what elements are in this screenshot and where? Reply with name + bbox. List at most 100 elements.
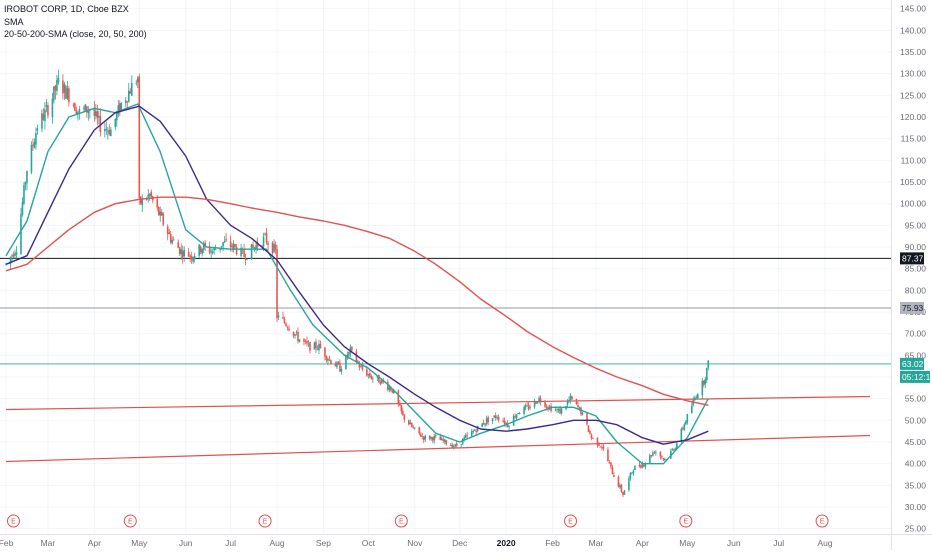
candle-body (93, 108, 96, 116)
candle-body (348, 351, 350, 356)
price-badge-label: 75.93 (902, 303, 924, 313)
candle-body (661, 456, 663, 458)
sma-line-sma-200[interactable] (5, 196, 709, 406)
candle-body (439, 436, 442, 441)
candle-body (351, 346, 353, 350)
price-badge-label: 87.37 (902, 253, 924, 263)
earnings-marker[interactable]: E (394, 514, 408, 528)
candle-body (288, 328, 290, 331)
candle-body (464, 435, 467, 438)
candle-body (536, 402, 539, 404)
candle-body (120, 102, 123, 111)
candle-body (707, 360, 710, 368)
candle-body (74, 103, 76, 111)
candle-body (379, 381, 382, 385)
candle-body (232, 243, 235, 249)
earnings-marker[interactable]: E (815, 514, 829, 528)
candle-body (512, 415, 515, 426)
candle-body (571, 396, 573, 400)
earnings-marker[interactable]: E (679, 514, 693, 528)
trendline[interactable] (5, 434, 871, 463)
candles (5, 69, 710, 498)
candle-body (304, 340, 307, 342)
sma-line-sma-50[interactable] (5, 105, 709, 445)
candle-body (399, 403, 401, 406)
candle-body (183, 249, 185, 257)
candle-body (84, 104, 87, 112)
candle-body (138, 76, 141, 199)
candle-body (334, 364, 337, 367)
candle-body (634, 465, 636, 470)
candle-body (523, 406, 525, 414)
candle-body (20, 214, 22, 254)
price-tick-label: 140.00 (900, 25, 926, 35)
candle-body (421, 436, 424, 437)
candle-body (361, 365, 364, 370)
candle-body (99, 116, 102, 132)
candle-body (701, 380, 704, 396)
candle-body (349, 347, 352, 353)
price-axis[interactable]: 25.0030.0035.0040.0045.0050.0055.0060.00… (900, 4, 926, 534)
indicator-short-label[interactable]: SMA (4, 17, 24, 27)
candle-body (390, 387, 392, 391)
candle-body (502, 420, 504, 422)
candle-body (178, 247, 181, 254)
candle-body (617, 476, 620, 487)
candle-body (15, 252, 18, 255)
candle-body (422, 436, 425, 441)
candle-body (309, 342, 311, 351)
candle-body (220, 245, 223, 247)
candle-body (491, 418, 494, 422)
price-tick-label: 80.00 (905, 285, 927, 295)
candle-body (381, 379, 383, 383)
earnings-marker[interactable]: E (6, 514, 20, 528)
candle-body (620, 484, 623, 492)
price-tick-label: 40.00 (905, 459, 927, 469)
time-tick-label: Feb (0, 538, 14, 548)
candle-body (659, 451, 662, 457)
candle-body (370, 376, 373, 379)
candle-body (388, 387, 391, 391)
earnings-marker[interactable]: E (564, 514, 578, 528)
candle-body (171, 239, 174, 244)
candle-body (680, 428, 683, 443)
candle-body (497, 417, 500, 420)
candle-body (202, 244, 205, 250)
earnings-marker-circle (679, 514, 693, 528)
candle-body (119, 103, 121, 113)
candle-body (410, 423, 413, 427)
candle-body (286, 327, 289, 328)
candle-body (98, 115, 100, 118)
candle-body (578, 407, 581, 409)
candle-body (267, 243, 269, 245)
candle-body (387, 382, 389, 390)
candle-body (141, 198, 144, 206)
time-axis[interactable]: Feb Mar Apr May Jun Jul Aug Sep Oct Nov Dec 2020 Feb… (0, 538, 833, 548)
trendlines (5, 395, 871, 463)
candle-body (529, 407, 531, 409)
candle-body (129, 91, 132, 94)
candle-body (124, 100, 127, 104)
candle-body (41, 113, 43, 129)
earnings-marker[interactable]: E (258, 514, 272, 528)
candle-body (686, 414, 689, 423)
candle-body (611, 467, 614, 475)
sma-line-sma-20[interactable] (5, 103, 709, 465)
time-tick-label: Aug (269, 538, 284, 548)
earnings-marker[interactable]: E (123, 514, 137, 528)
candle-body (632, 470, 635, 474)
candle-body (367, 374, 370, 376)
time-tick-label: Mar (589, 538, 604, 548)
candle-body (496, 417, 498, 419)
trendline[interactable] (5, 395, 871, 411)
candle-body (602, 446, 605, 449)
indicator-full-label[interactable]: 20-50-200-SMA (close, 20, 50, 200) (4, 29, 147, 39)
earnings-marker-label: E (568, 519, 573, 526)
candle-body (346, 355, 349, 357)
candle-body (285, 323, 287, 327)
candle-body (35, 133, 37, 145)
candle-body (78, 109, 81, 112)
price-tick-label: 30.00 (905, 502, 927, 512)
